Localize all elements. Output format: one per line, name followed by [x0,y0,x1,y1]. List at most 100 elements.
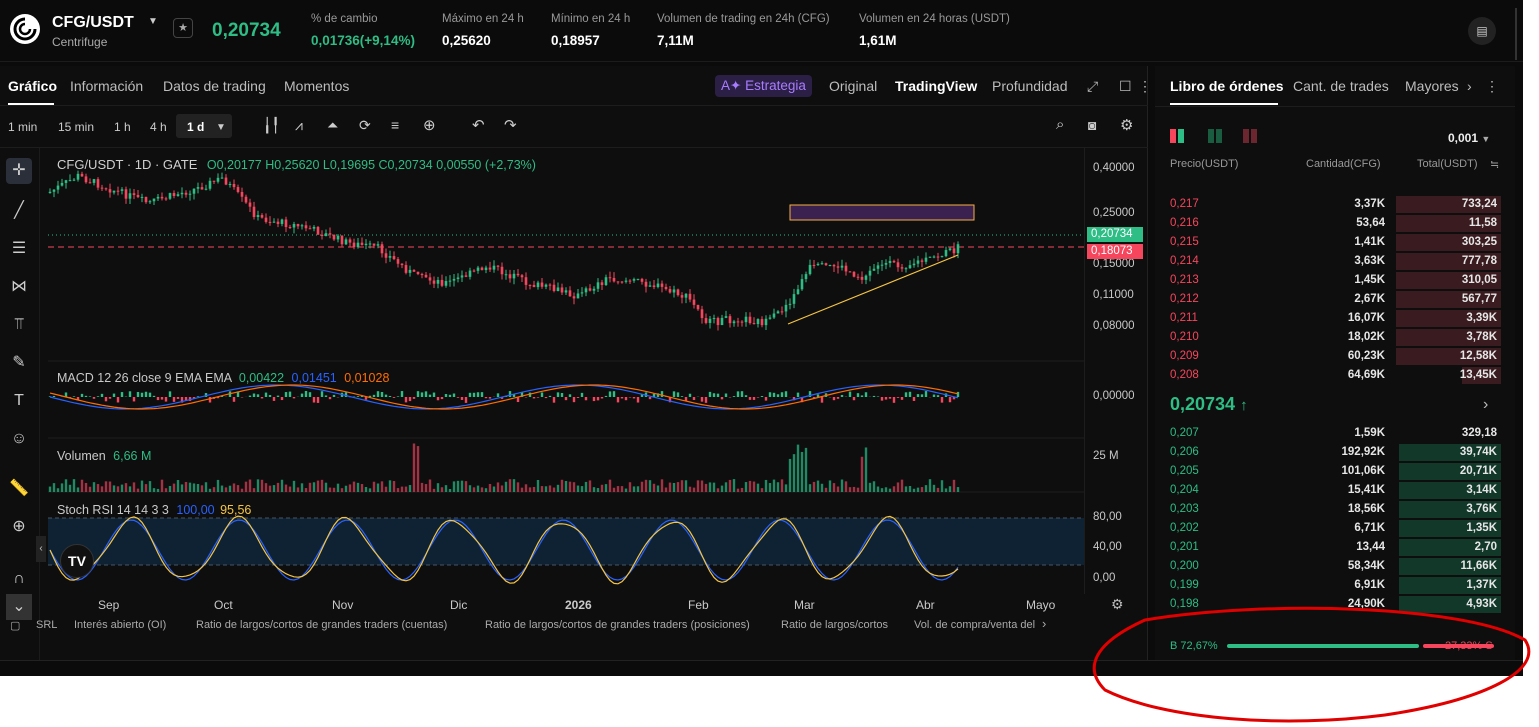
search-icon[interactable]: ⌕ [1056,116,1065,133]
view-tradingview[interactable]: TradingView [895,78,978,94]
collapse-chevron-icon[interactable]: ⌄ [6,594,32,620]
indicator-ratio-accounts[interactable]: Ratio de largos/cortos de grandes trader… [196,619,448,631]
macd-histogram-bar [656,393,660,397]
timeframe-1h[interactable]: 1 h [114,120,131,134]
sort-icon[interactable]: ≒ [1490,159,1500,171]
candle-body [132,193,136,195]
pair-name[interactable]: CFG/USDT [52,14,134,31]
ask-row[interactable]: 0,210 18,02K 3,78K [1155,328,1505,347]
camera-icon[interactable]: ◙ [1088,117,1097,133]
fib-icon[interactable]: ⫪ [14,316,24,333]
macd-histogram-bar [576,397,580,398]
bid-row[interactable]: 0,198 24,90K 4,93K [1155,595,1505,614]
timeframe-1d[interactable]: 1 d [187,120,205,134]
bid-row[interactable]: 0,204 15,41K 3,14K [1155,481,1505,500]
view-depth[interactable]: Profundidad [992,78,1068,94]
emoji-icon[interactable]: ☺ [10,430,28,447]
alert-icon[interactable]: ⏶ [327,117,339,133]
price-axis[interactable]: 0,40000 0,25000 0,15000 0,11000 0,08000 … [1084,148,1148,594]
tab-trades[interactable]: Cant. de trades [1293,78,1389,94]
templates-icon[interactable]: ≡ [391,117,400,133]
chevron-right-icon[interactable]: › [1042,616,1047,631]
ask-row[interactable]: 0,212 2,67K 567,77 [1155,290,1505,309]
ai-strategy-button[interactable]: A✦ Estrategia [715,75,812,97]
checkbox-icon[interactable]: ▢ [10,620,21,632]
row-total: 4,93K [1466,598,1497,610]
tab-trading-data[interactable]: Datos de trading [163,78,266,94]
pattern-icon[interactable]: ⋈ [11,278,27,295]
bid-row[interactable]: 0,201 13,44 2,70 [1155,538,1505,557]
precision-select[interactable]: 0,001 ▼ [1448,131,1491,145]
chevron-down-icon[interactable]: ▼ [148,16,158,27]
expand-icon[interactable]: ⤢ [1087,78,1099,94]
price-chart[interactable] [48,148,1084,594]
indicator-ratio-positions[interactable]: Ratio de largos/cortos de grandes trader… [485,619,750,631]
bid-row[interactable]: 0,205 101,06K 20,71K [1155,462,1505,481]
ruler-icon[interactable]: 📏 [9,480,29,497]
indicator-ratio[interactable]: Ratio de largos/cortos [781,619,888,631]
tab-moments[interactable]: Momentos [284,78,350,94]
row-qty: 53,64 [1356,217,1385,229]
bid-row[interactable]: 0,200 58,34K 11,66K [1155,557,1505,576]
macd-histogram-bar [624,397,628,401]
add-plus-icon[interactable]: ⊕ [423,117,436,134]
timeframe-15min[interactable]: 15 min [58,120,95,134]
tab-info[interactable]: Información [70,78,144,94]
chart-settings-icon[interactable]: ⚙ [1111,596,1124,612]
ask-row[interactable]: 0,216 53,64 11,58 [1155,214,1505,233]
indicator-buy-sell-volume[interactable]: Vol. de compra/venta del [914,619,1036,631]
indicator-srl[interactable]: SRL [36,619,58,631]
view-asks-icon[interactable] [1243,129,1259,143]
bid-row[interactable]: 0,206 192,92K 39,74K [1155,443,1505,462]
bid-row[interactable]: 0,199 6,91K 1,37K [1155,576,1505,595]
view-bids-icon[interactable] [1208,129,1224,143]
ask-row[interactable]: 0,211 16,07K 3,39K [1155,309,1505,328]
chevron-right-icon[interactable]: › [1467,78,1472,94]
macd-histogram-bar [676,392,680,397]
window-icon[interactable]: ☐ [1119,78,1132,94]
timeframe-4h[interactable]: 4 h [150,120,167,134]
guide-book-icon[interactable]: ▤ [1468,17,1496,45]
bid-row[interactable]: 0,203 18,56K 3,76K [1155,500,1505,519]
indicators-icon[interactable]: ⩘ [295,117,303,133]
chevron-right-icon[interactable]: › [1483,396,1489,413]
time-axis[interactable]: Sep Oct Nov Dic 2026 Feb Mar Abr Mayo [48,594,1084,614]
bid-row[interactable]: 0,207 1,59K 329,18 [1155,424,1505,443]
text-icon[interactable]: T [14,392,24,409]
candle-body [284,219,288,227]
undo-icon[interactable]: ↶ [472,117,485,134]
ask-row[interactable]: 0,209 60,23K 12,58K [1155,347,1505,366]
volume-bar [660,479,664,492]
ask-row[interactable]: 0,208 64,69K 13,45K [1155,366,1505,385]
scrollbar[interactable] [1515,8,1517,60]
view-both-icon[interactable] [1170,129,1186,143]
tab-chart[interactable]: Gráfico [8,78,58,94]
gear-icon[interactable]: ⚙ [1120,117,1134,134]
magnet-icon[interactable]: ∩ [13,570,25,587]
candles-icon[interactable]: ╽╿ [263,117,280,133]
trend-line-icon[interactable]: ╱ [14,202,24,219]
timeframe-1min[interactable]: 1 min [8,120,38,134]
horizontal-lines-icon[interactable]: ☰ [11,240,27,257]
more-vertical-icon[interactable]: ⋮ [1138,78,1152,94]
tab-orderbook[interactable]: Libro de órdenes [1170,78,1284,94]
chevron-down-icon[interactable]: ▼ [216,122,226,133]
indicator-oi[interactable]: Interés abierto (OI) [74,619,167,631]
favorite-star-icon[interactable]: ★ [173,18,193,38]
volume-bar [252,488,256,492]
replay-icon[interactable]: ⟳ [359,117,371,133]
candle-body [500,266,504,275]
view-original[interactable]: Original [829,78,878,94]
ask-row[interactable]: 0,215 1,41K 303,25 [1155,233,1505,252]
bid-row[interactable]: 0,202 6,71K 1,35K [1155,519,1505,538]
more-vertical-icon[interactable]: ⋮ [1485,78,1499,94]
redo-icon[interactable]: ↷ [504,117,517,134]
collapse-left-icon[interactable]: ‹ [36,536,46,562]
ask-row[interactable]: 0,214 3,63K 777,78 [1155,252,1505,271]
zoom-in-icon[interactable]: ⊕ [12,518,26,535]
ask-row[interactable]: 0,213 1,45K 310,05 [1155,271,1505,290]
tab-top[interactable]: Mayores [1405,78,1459,94]
crosshair-icon[interactable]: ✛ [6,158,32,184]
brush-icon[interactable]: ✎ [12,354,26,371]
ask-row[interactable]: 0,217 3,37K 733,24 [1155,195,1505,214]
